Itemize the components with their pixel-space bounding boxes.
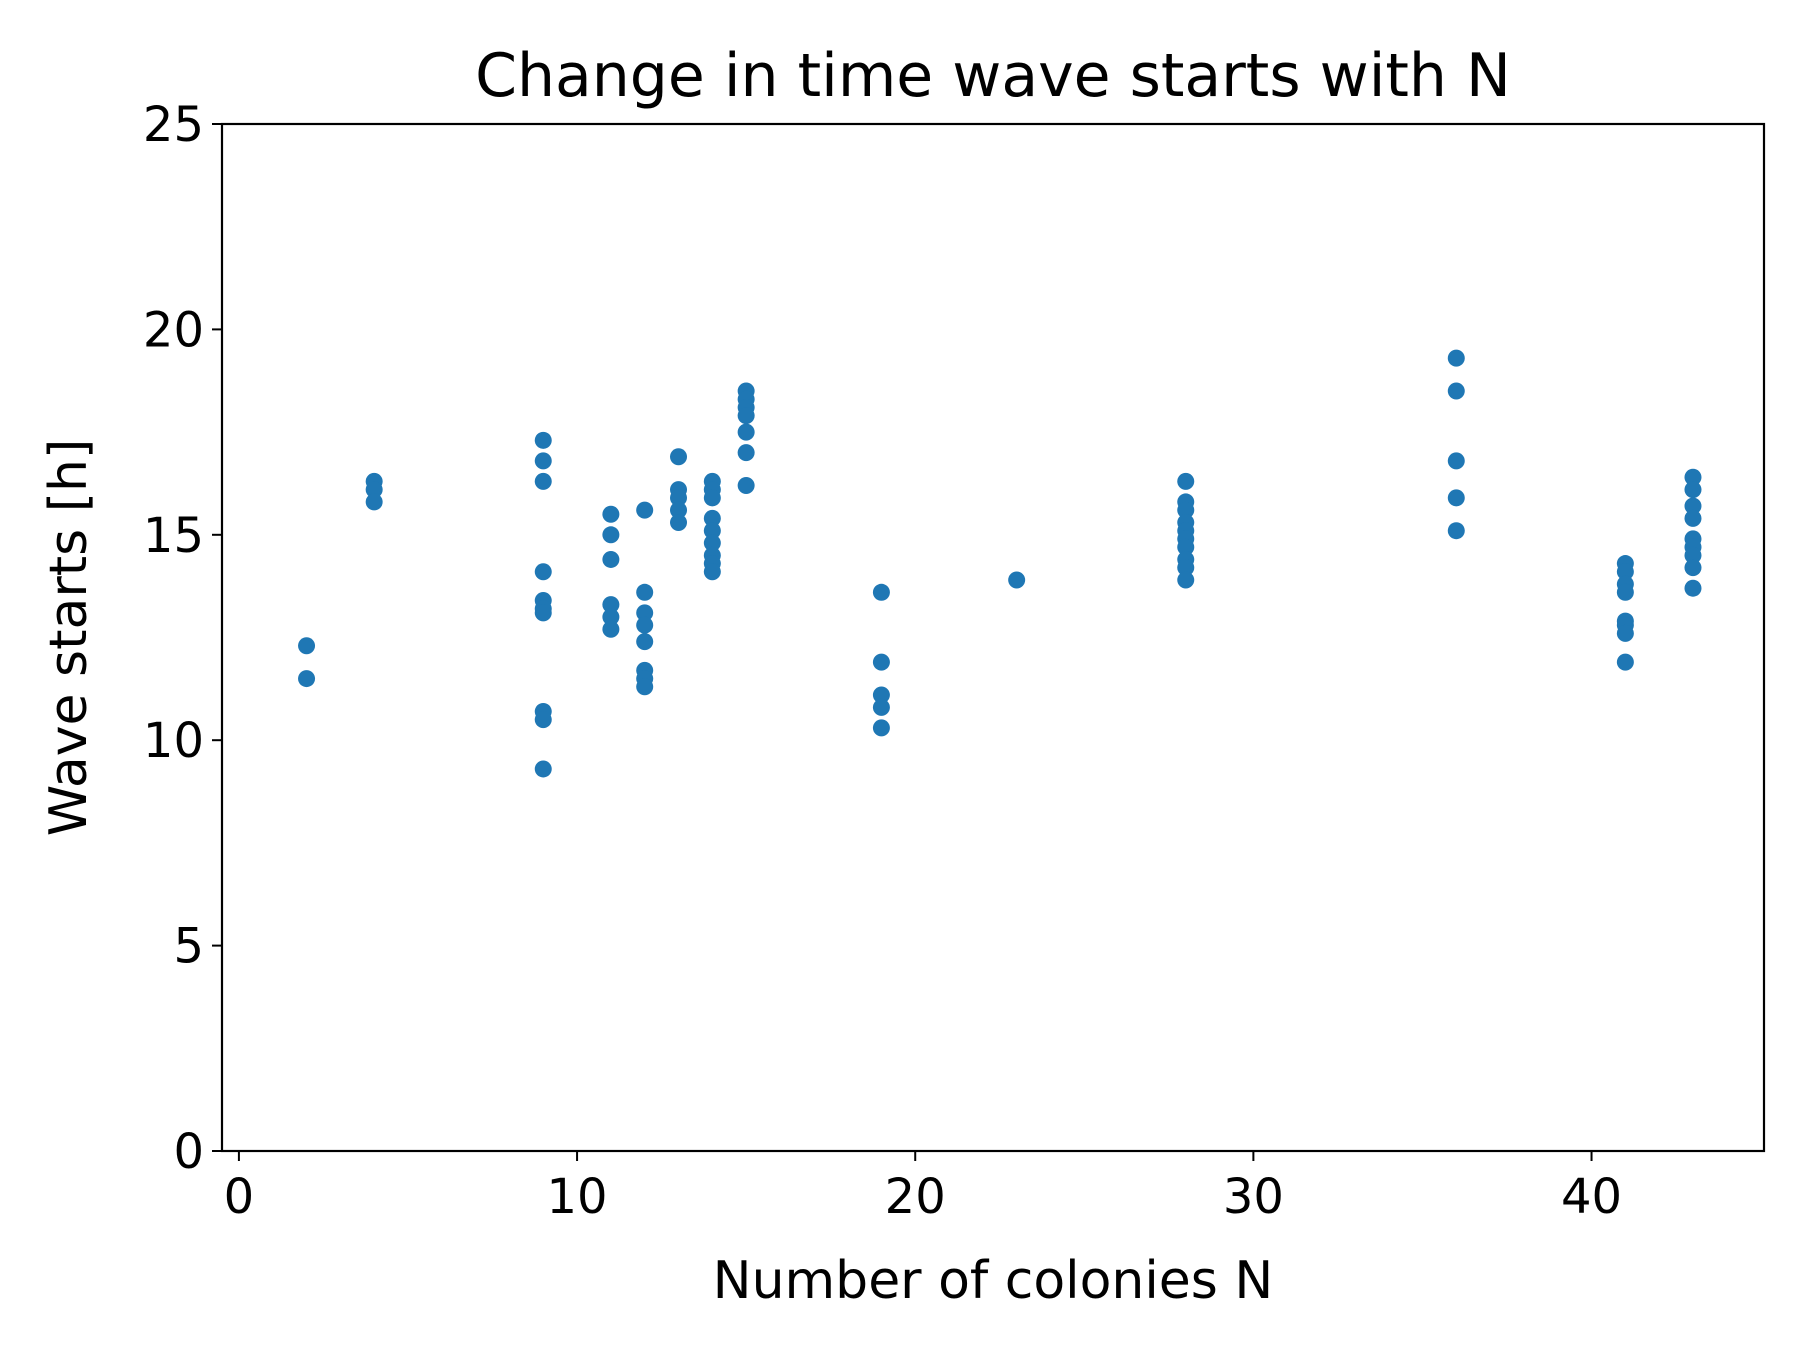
data-point (602, 550, 620, 568)
data-point (636, 616, 654, 634)
data-point (872, 719, 890, 737)
data-point (670, 489, 688, 507)
data-point (534, 563, 552, 581)
data-point (1684, 579, 1702, 597)
data-point (1616, 624, 1634, 642)
x-tick-label: 0 (224, 1169, 255, 1225)
data-point (1684, 559, 1702, 577)
plot-frame (220, 122, 1766, 1153)
data-point (602, 596, 620, 614)
data-point (636, 583, 654, 601)
data-point (1684, 481, 1702, 499)
y-axis-title: Wave starts [h] (39, 439, 99, 837)
data-point (1177, 571, 1195, 589)
data-point (703, 489, 721, 507)
data-point (1684, 468, 1702, 486)
data-point (636, 633, 654, 651)
data-point (636, 678, 654, 696)
data-point (602, 505, 620, 523)
data-point (1447, 452, 1465, 470)
data-point (1447, 489, 1465, 507)
x-tick-label: 10 (547, 1169, 608, 1225)
data-point (1008, 571, 1026, 589)
y-tick-label: 10 (143, 713, 204, 769)
data-point (1177, 538, 1195, 556)
data-point (703, 534, 721, 552)
data-point (1177, 559, 1195, 577)
data-point (534, 472, 552, 490)
data-point (1684, 497, 1702, 515)
data-point (737, 423, 755, 441)
data-point (1616, 563, 1634, 581)
data-point (602, 620, 620, 638)
data-point (365, 481, 383, 499)
data-point (365, 493, 383, 511)
data-point (872, 698, 890, 716)
data-point (636, 501, 654, 519)
y-tick-label: 20 (143, 302, 204, 358)
x-tick-label: 30 (1223, 1169, 1284, 1225)
data-point (737, 444, 755, 462)
data-point (298, 637, 316, 655)
x-axis-title: Number of colonies N (713, 1251, 1274, 1311)
data-point (602, 526, 620, 544)
data-point (534, 604, 552, 622)
data-point (1616, 653, 1634, 671)
data-point (534, 760, 552, 778)
data-point (636, 604, 654, 622)
chart-title: Change in time wave starts with N (475, 41, 1511, 111)
data-point (670, 501, 688, 519)
y-tick-label: 5 (173, 919, 204, 975)
data-point (534, 452, 552, 470)
axis-ticks: 0 10 20 30 40 0 5 10 15 20 25 (143, 97, 1622, 1225)
y-tick-label: 0 (173, 1124, 204, 1180)
y-tick-label: 25 (143, 97, 204, 153)
data-point (703, 522, 721, 540)
data-point (534, 711, 552, 729)
data-point (1616, 583, 1634, 601)
data-point (872, 653, 890, 671)
data-point (1447, 382, 1465, 400)
x-tick-label: 20 (885, 1169, 946, 1225)
data-point (670, 513, 688, 531)
data-point (703, 563, 721, 581)
data-point (298, 670, 316, 688)
data-point (534, 431, 552, 449)
data-point (737, 477, 755, 495)
data-point (703, 509, 721, 527)
y-tick-label: 15 (143, 508, 204, 564)
data-point (1177, 501, 1195, 519)
data-point (1177, 472, 1195, 490)
data-points (298, 349, 1702, 778)
data-point (1684, 509, 1702, 527)
data-point (602, 608, 620, 626)
x-tick-label: 40 (1561, 1169, 1622, 1225)
data-point (872, 686, 890, 704)
data-point (670, 448, 688, 466)
data-point (1684, 546, 1702, 564)
data-point (1447, 522, 1465, 540)
data-point (737, 407, 755, 425)
data-point (1447, 349, 1465, 367)
data-point (872, 583, 890, 601)
